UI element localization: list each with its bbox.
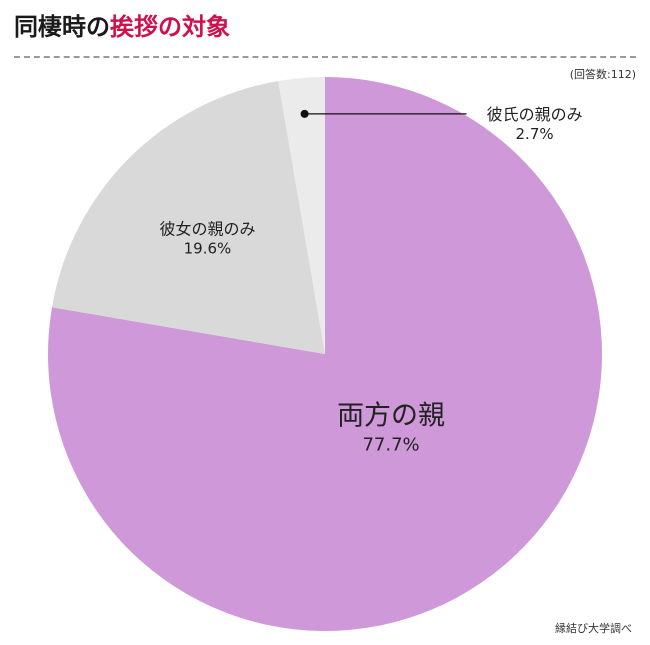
title-main: 同棲時の (14, 12, 110, 41)
title-divider (14, 56, 636, 58)
chart-title: 同棲時の 挨拶の対象 (14, 6, 230, 42)
label-both-parents-name: 両方の親 (337, 400, 445, 431)
label-his-parents-name: 彼氏の親のみ (487, 105, 583, 124)
label-her-parents-value: 19.6% (184, 239, 232, 257)
label-his-parents-value: 2.7% (516, 125, 554, 143)
slice-his-parents (278, 77, 325, 354)
slice-both-parents (48, 77, 603, 631)
slice-her-parents (51, 80, 325, 354)
title-accent: 挨拶の対象 (110, 12, 230, 41)
response-count-note: (回答数:112) (569, 68, 636, 81)
source-credit: 縁結び大学調べ (555, 622, 632, 635)
label-both-parents-value: 77.7% (362, 434, 419, 455)
label-her-parents-name: 彼女の親のみ (159, 219, 255, 238)
